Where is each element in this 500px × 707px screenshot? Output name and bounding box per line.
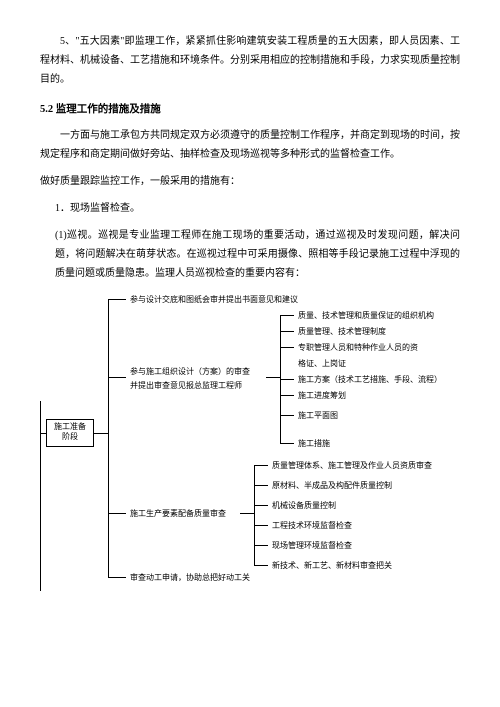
b2-leaf-7: 施工措施: [298, 439, 330, 449]
b3-h: [108, 513, 126, 514]
item-1: 1．现场监督检查。: [55, 199, 460, 218]
b2-l0-h: [280, 315, 294, 316]
root-node: 施工准备 阶段: [46, 419, 94, 447]
b3-label: 施工生产要素配备质量审查: [130, 509, 226, 519]
b3-leaf-0: 质量管理体系、施工管理及作业人员资质审查: [272, 461, 432, 471]
b2-l1-h: [280, 331, 294, 332]
b2-leaf-6: 施工平面图: [298, 411, 338, 421]
b2-leaf-0: 质量、技术管理和质量保证的组织机构: [298, 311, 434, 321]
item-1-1: (1)巡视。巡视是专业监理工程师在施工现场的重要活动，通过巡视及时发现问题，解决…: [55, 226, 460, 283]
b1-h: [108, 299, 126, 300]
b2-leaf-2: 专职管理人员和特种作业人员的资: [298, 343, 418, 353]
b3-leaf-4: 现场管理环境监督检查: [272, 541, 352, 551]
b2-l5-h: [280, 395, 294, 396]
b2-l2-h: [280, 347, 294, 348]
b2-l4-h: [280, 379, 294, 380]
b3-leaf-1: 原材料、半成品及构配件质量控制: [272, 481, 392, 491]
b2-l6-h: [280, 415, 294, 416]
root-connector: [40, 433, 46, 434]
b3-l3-h: [254, 525, 268, 526]
b4-h: [108, 577, 126, 578]
root-label: 施工准备 阶段: [54, 422, 86, 441]
b3-l4-h: [254, 545, 268, 546]
b1-label: 参与设计交底和图纸会审并提出书面意见和建议: [130, 295, 298, 305]
section-title: 5.2 监理工作的措施及措施: [40, 101, 460, 116]
root-stem-up: [40, 401, 41, 591]
b2-leaf-5: 施工进度筹划: [298, 391, 346, 401]
b3-l1-h: [254, 485, 268, 486]
b2-leaf-4: 施工方案（技术工艺措施、手段、流程）: [298, 375, 442, 385]
main-spine: [108, 299, 109, 577]
b2-leaf-1: 质量管理、技术管理制度: [298, 327, 386, 337]
b2-label2: 并提出审查意见报总监理工程师: [130, 381, 242, 391]
b2-h: [108, 377, 126, 378]
b2-label1: 参与施工组织设计（方案）的审查: [130, 367, 250, 377]
b2-l7-h: [280, 443, 294, 444]
b3-leaf-5: 新技术、新工艺、新材料审查把关: [272, 561, 392, 571]
b2-out: [266, 377, 280, 378]
tree-diagram: 施工准备 阶段 参与设计交底和图纸会审并提出书面意见和建议 参与施工组织设计（方…: [40, 291, 460, 591]
b3-l2-h: [254, 505, 268, 506]
b3-leaf-2: 机械设备质量控制: [272, 501, 336, 511]
b3-out: [240, 513, 254, 514]
root-out: [94, 433, 108, 434]
b3-leaf-3: 工程技术环境监督检查: [272, 521, 352, 531]
para-3: 做好质量跟踪监控工作，一般采用的措施有：: [40, 172, 460, 191]
b3-l5-h: [254, 565, 268, 566]
para-2: 一方面与施工承包方共同规定双方必须遵守的质量控制工作程序，并商定到现场的时间，按…: [40, 126, 460, 164]
b2-leaf-3: 格证、上岗证: [298, 359, 346, 369]
b3-l0-h: [254, 465, 268, 466]
b3-spine: [254, 465, 255, 565]
b4-label: 审查动工申请，协助总把好动工关: [130, 573, 250, 583]
para-1: 5、"五大因素"即监理工作，紧紧抓住影响建筑安装工程质量的五大因素，即人员因素、…: [40, 32, 460, 89]
